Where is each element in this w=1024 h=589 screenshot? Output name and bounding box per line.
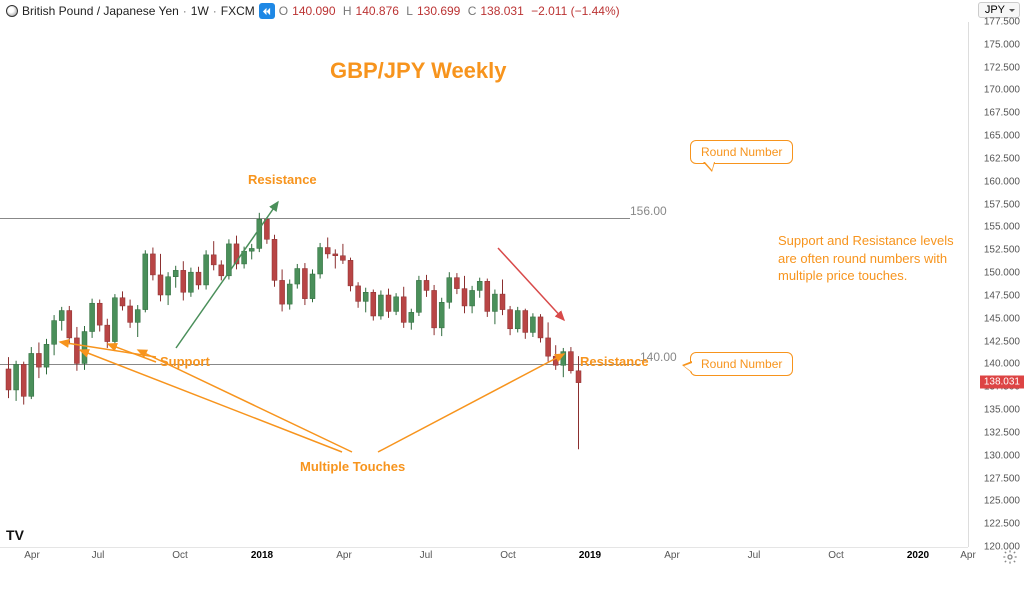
provider-label: FXCM (221, 4, 255, 18)
chart-title: GBP/JPY Weekly (330, 58, 507, 84)
symbol-name[interactable]: British Pound / Japanese Yen (22, 4, 179, 18)
explainer-note: Support and Resistance levels are often … (778, 232, 968, 285)
rewind-icon[interactable] (259, 3, 275, 19)
callout-round-number: Round Number (690, 352, 793, 376)
horizontal-line[interactable] (0, 364, 640, 365)
chart-header: British Pound / Japanese Yen · 1W · FXCM… (0, 0, 1024, 22)
y-axis[interactable]: 120.000122.500125.000127.500130.000132.5… (968, 22, 1024, 547)
last-price-tag: 138.031 (980, 376, 1024, 389)
label-resistance: Resistance (248, 172, 317, 187)
interval-label[interactable]: 1W (191, 4, 209, 18)
label-resistance-low: Resistance (580, 354, 649, 369)
x-axis[interactable]: AprJulOct2018AprJulOct2019AprJulOct2020A… (0, 547, 968, 567)
price-chart[interactable]: GBP/JPY Weekly 156.00140.00ResistanceSup… (0, 22, 968, 547)
tradingview-logo: TV (6, 527, 22, 543)
callout-round-number: Round Number (690, 140, 793, 164)
ohlc-readout: O140.090 H140.876 L130.699 C138.031 −2.0… (279, 4, 624, 18)
label-multiple-touches: Multiple Touches (300, 459, 405, 474)
gear-icon[interactable] (1002, 549, 1018, 565)
label-support: Support (160, 354, 210, 369)
horizontal-line[interactable] (0, 218, 630, 219)
symbol-icon (6, 5, 18, 17)
